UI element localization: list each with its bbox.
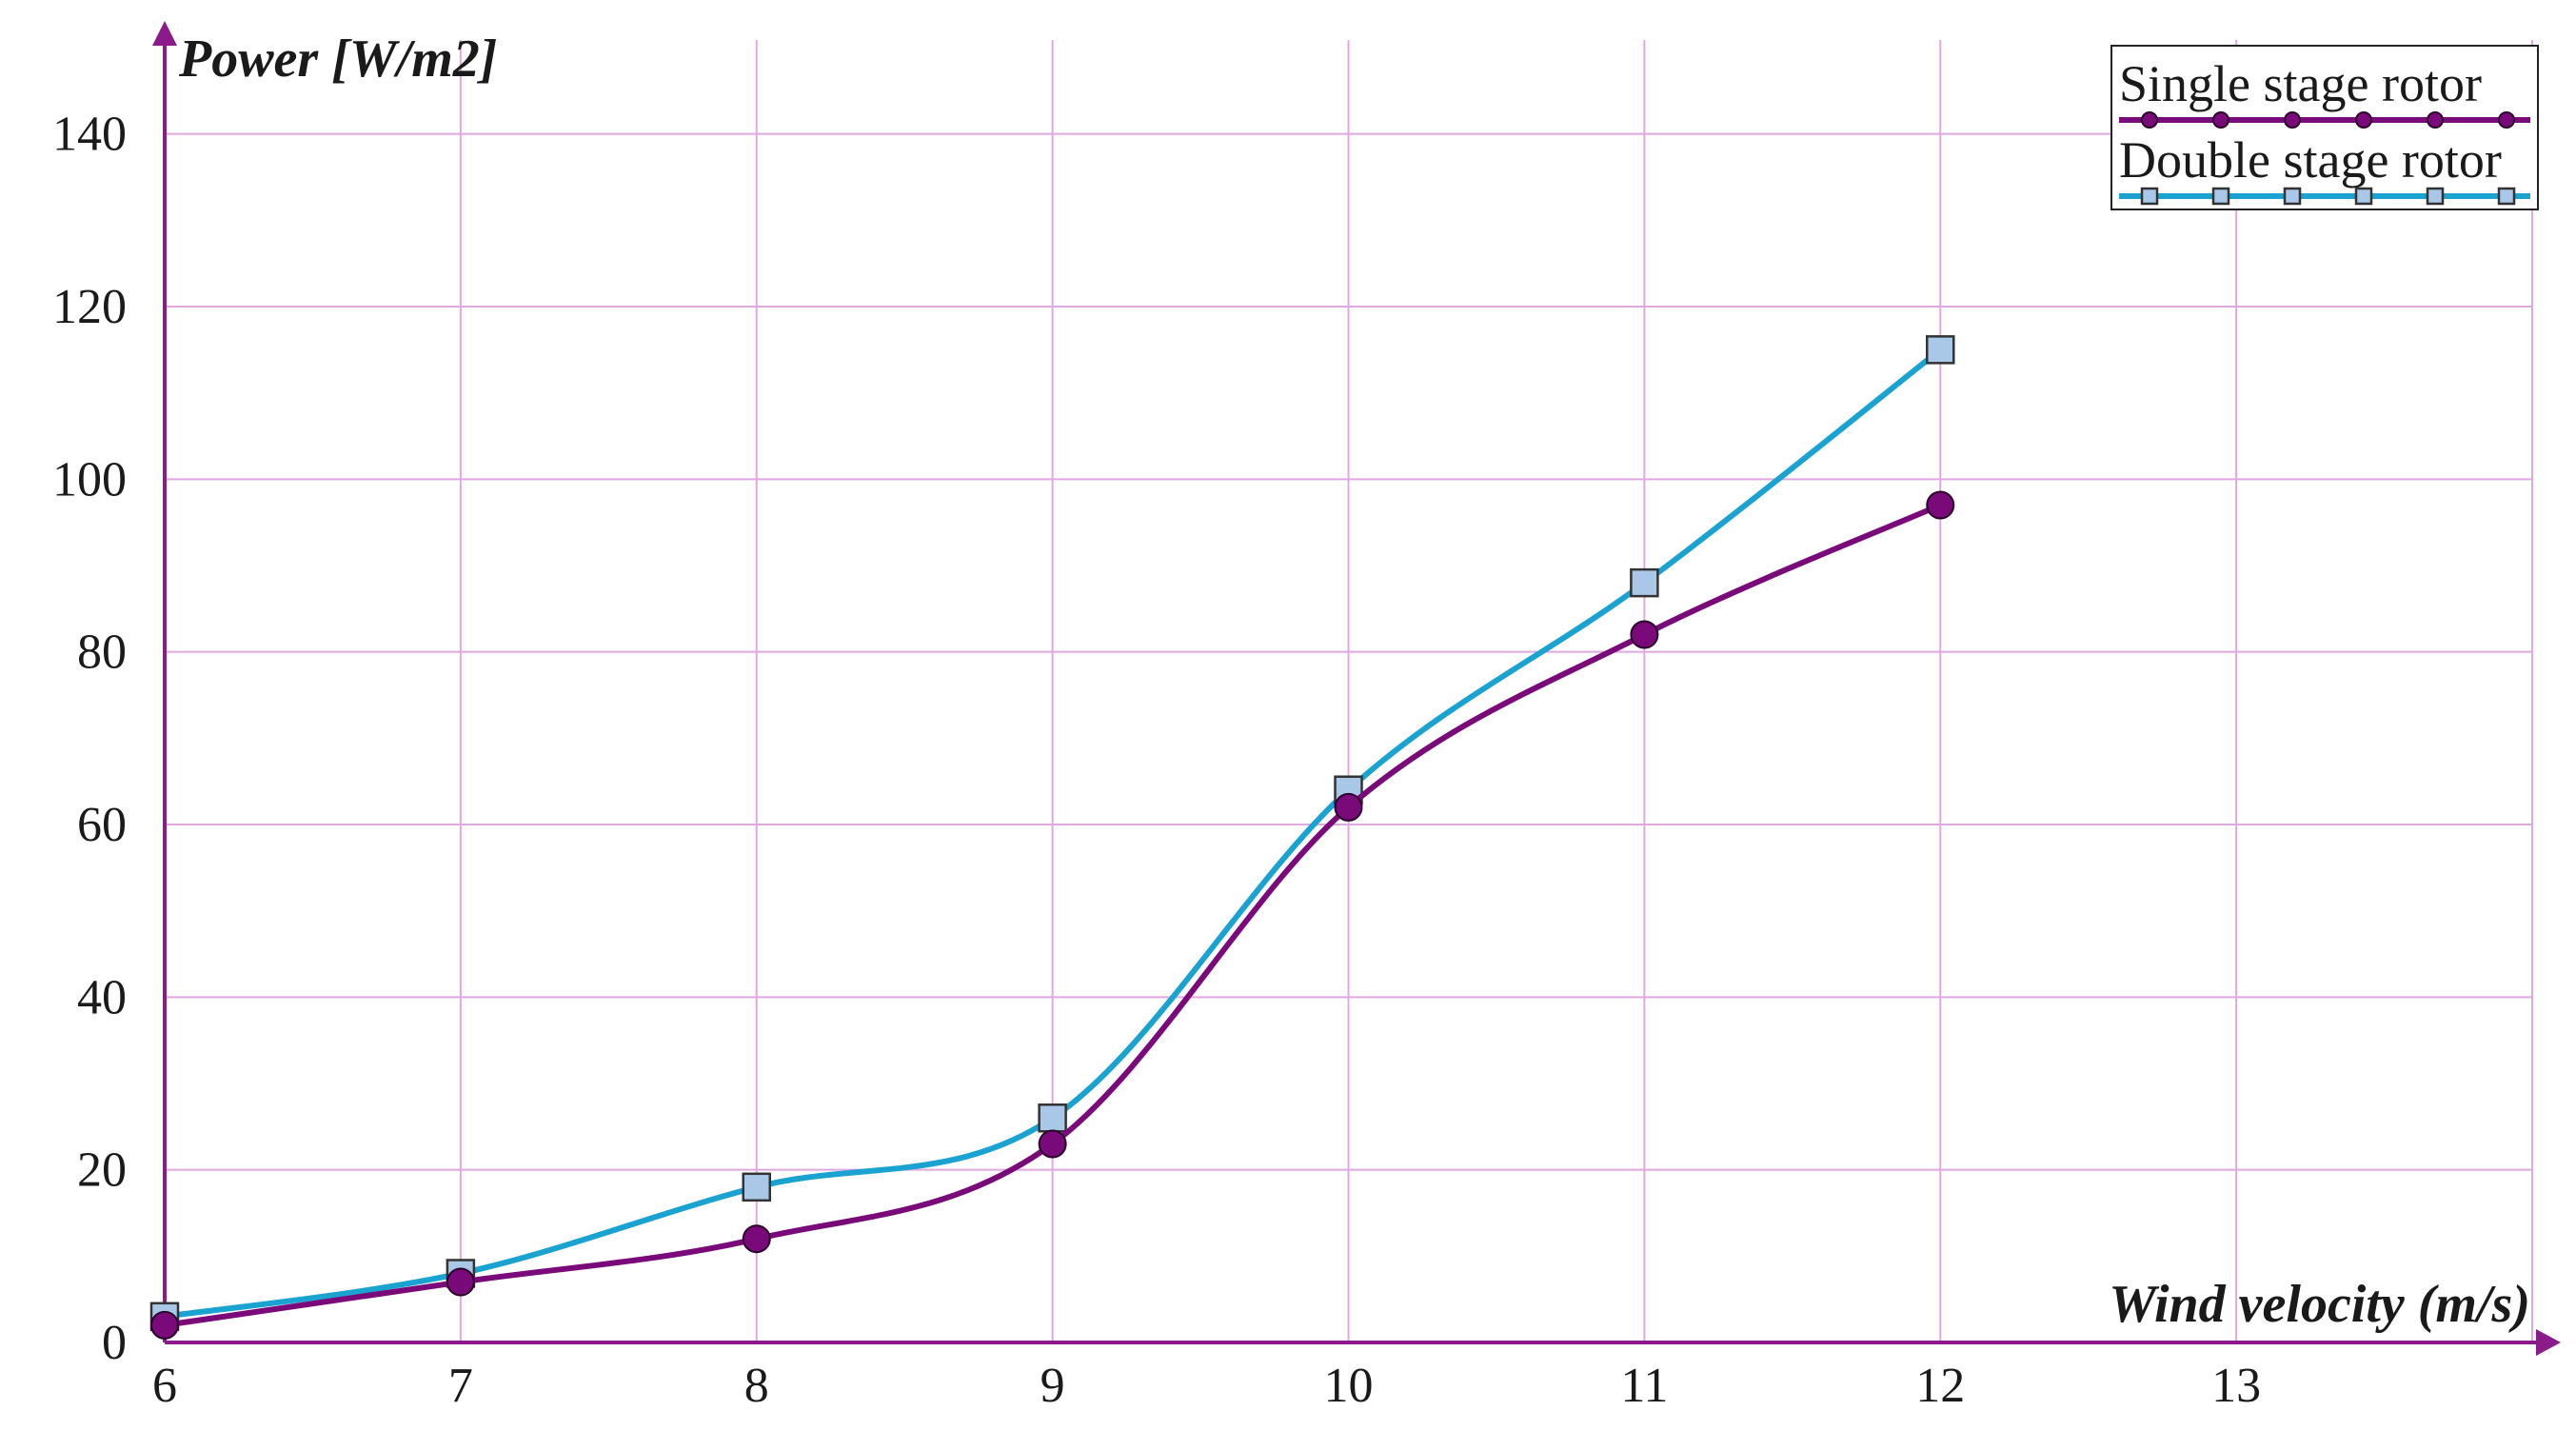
data-point	[150, 1310, 179, 1340]
y-tick-label: 80	[77, 626, 127, 680]
x-tick-label: 7	[448, 1359, 473, 1413]
data-point	[446, 1267, 475, 1297]
data-point	[1926, 490, 1955, 520]
data-point	[1926, 335, 1955, 365]
legend-sample-double	[2119, 187, 2530, 206]
legend-marker	[2284, 111, 2301, 129]
y-tick-label: 40	[77, 970, 127, 1024]
data-point	[742, 1172, 771, 1202]
x-tick-labels: 6 7 8 9 10 11 12 13	[152, 1359, 2261, 1413]
legend-marker	[2140, 187, 2159, 206]
x-tick-label: 10	[1324, 1359, 1374, 1413]
legend-marker	[2427, 111, 2444, 129]
x-tick-label: 11	[1620, 1359, 1668, 1413]
x-axis-title: Wind velocity (m/s)	[2109, 1275, 2530, 1334]
legend-marker	[2426, 187, 2445, 206]
data-point	[742, 1224, 771, 1254]
data-point	[1038, 1103, 1067, 1133]
data-point	[1038, 1129, 1067, 1159]
legend-marker	[2498, 111, 2515, 129]
x-axis-arrow	[2536, 1329, 2561, 1356]
legend-marker	[2283, 187, 2302, 206]
legend-marker	[2497, 187, 2516, 206]
series-single-stage	[150, 490, 1955, 1340]
y-tick-label: 120	[52, 280, 127, 334]
grid	[165, 40, 2533, 1342]
legend-marker	[2141, 111, 2158, 129]
legend-label-double: Double stage rotor	[2119, 131, 2502, 189]
y-tick-label: 60	[77, 798, 127, 852]
legend-label-single: Single stage rotor	[2119, 55, 2482, 112]
y-tick-label: 0	[102, 1316, 127, 1370]
x-tick-label: 9	[1040, 1359, 1065, 1413]
legend-marker	[2211, 187, 2230, 206]
legend-box	[2110, 45, 2539, 210]
x-tick-label: 6	[152, 1359, 177, 1413]
legend-marker	[2212, 111, 2229, 129]
legend-sample-single	[2119, 111, 2530, 129]
x-tick-label: 8	[744, 1359, 769, 1413]
legend: Single stage rotor Double stage rotor	[2110, 45, 2539, 210]
axes	[152, 21, 2561, 1356]
legend-marker	[2354, 187, 2373, 206]
series-layer	[149, 335, 1955, 1340]
y-tick-label: 100	[52, 452, 127, 507]
x-tick-label: 12	[1915, 1359, 1965, 1413]
y-tick-label: 140	[52, 108, 127, 162]
data-point	[1630, 620, 1659, 649]
x-tick-label: 13	[2211, 1359, 2261, 1413]
y-axis-title: Power [W/m2]	[178, 30, 497, 89]
y-axis-arrow	[152, 21, 177, 46]
legend-marker	[2355, 111, 2372, 129]
data-point	[1334, 792, 1363, 822]
data-point	[1630, 567, 1659, 598]
y-tick-labels: 0 20 40 60 80 100 120 140	[52, 108, 127, 1370]
y-tick-label: 20	[77, 1143, 127, 1198]
